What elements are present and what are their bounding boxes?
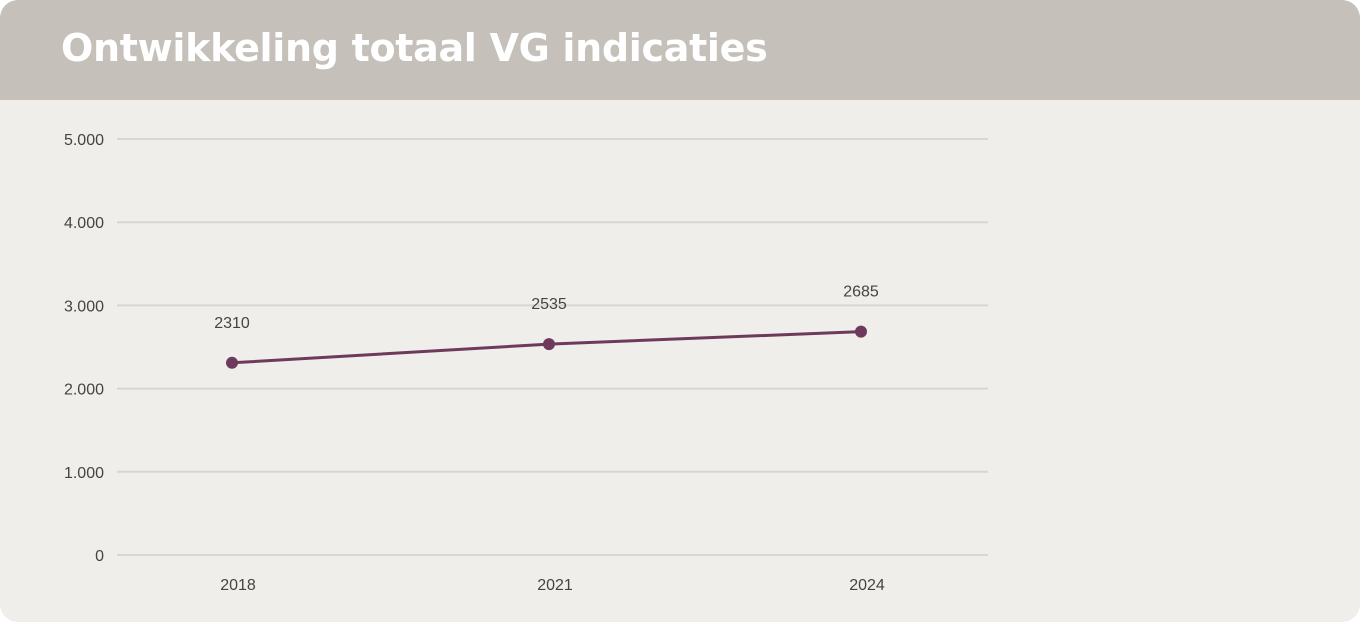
y-tick-label: 1.000 [64, 465, 104, 482]
x-tick-label: 2021 [537, 577, 573, 594]
y-tick-label: 0 [95, 548, 104, 565]
data-label: 2685 [843, 284, 879, 301]
y-tick-label: 2.000 [64, 382, 104, 399]
chart-title: Ontwikkeling totaal VG indicaties [61, 26, 768, 70]
y-tick-label: 4.000 [64, 215, 104, 232]
x-tick-label: 2024 [849, 577, 885, 594]
data-label: 2310 [214, 315, 250, 332]
data-point [543, 338, 555, 351]
y-tick-label: 5.000 [64, 132, 104, 149]
data-point [855, 325, 867, 338]
y-tick-label: 3.000 [64, 298, 104, 315]
x-tick-label: 2018 [220, 577, 256, 594]
data-label: 2535 [531, 296, 567, 313]
data-point [226, 356, 238, 369]
chart-header: Ontwikkeling totaal VG indicaties [0, 0, 1360, 100]
